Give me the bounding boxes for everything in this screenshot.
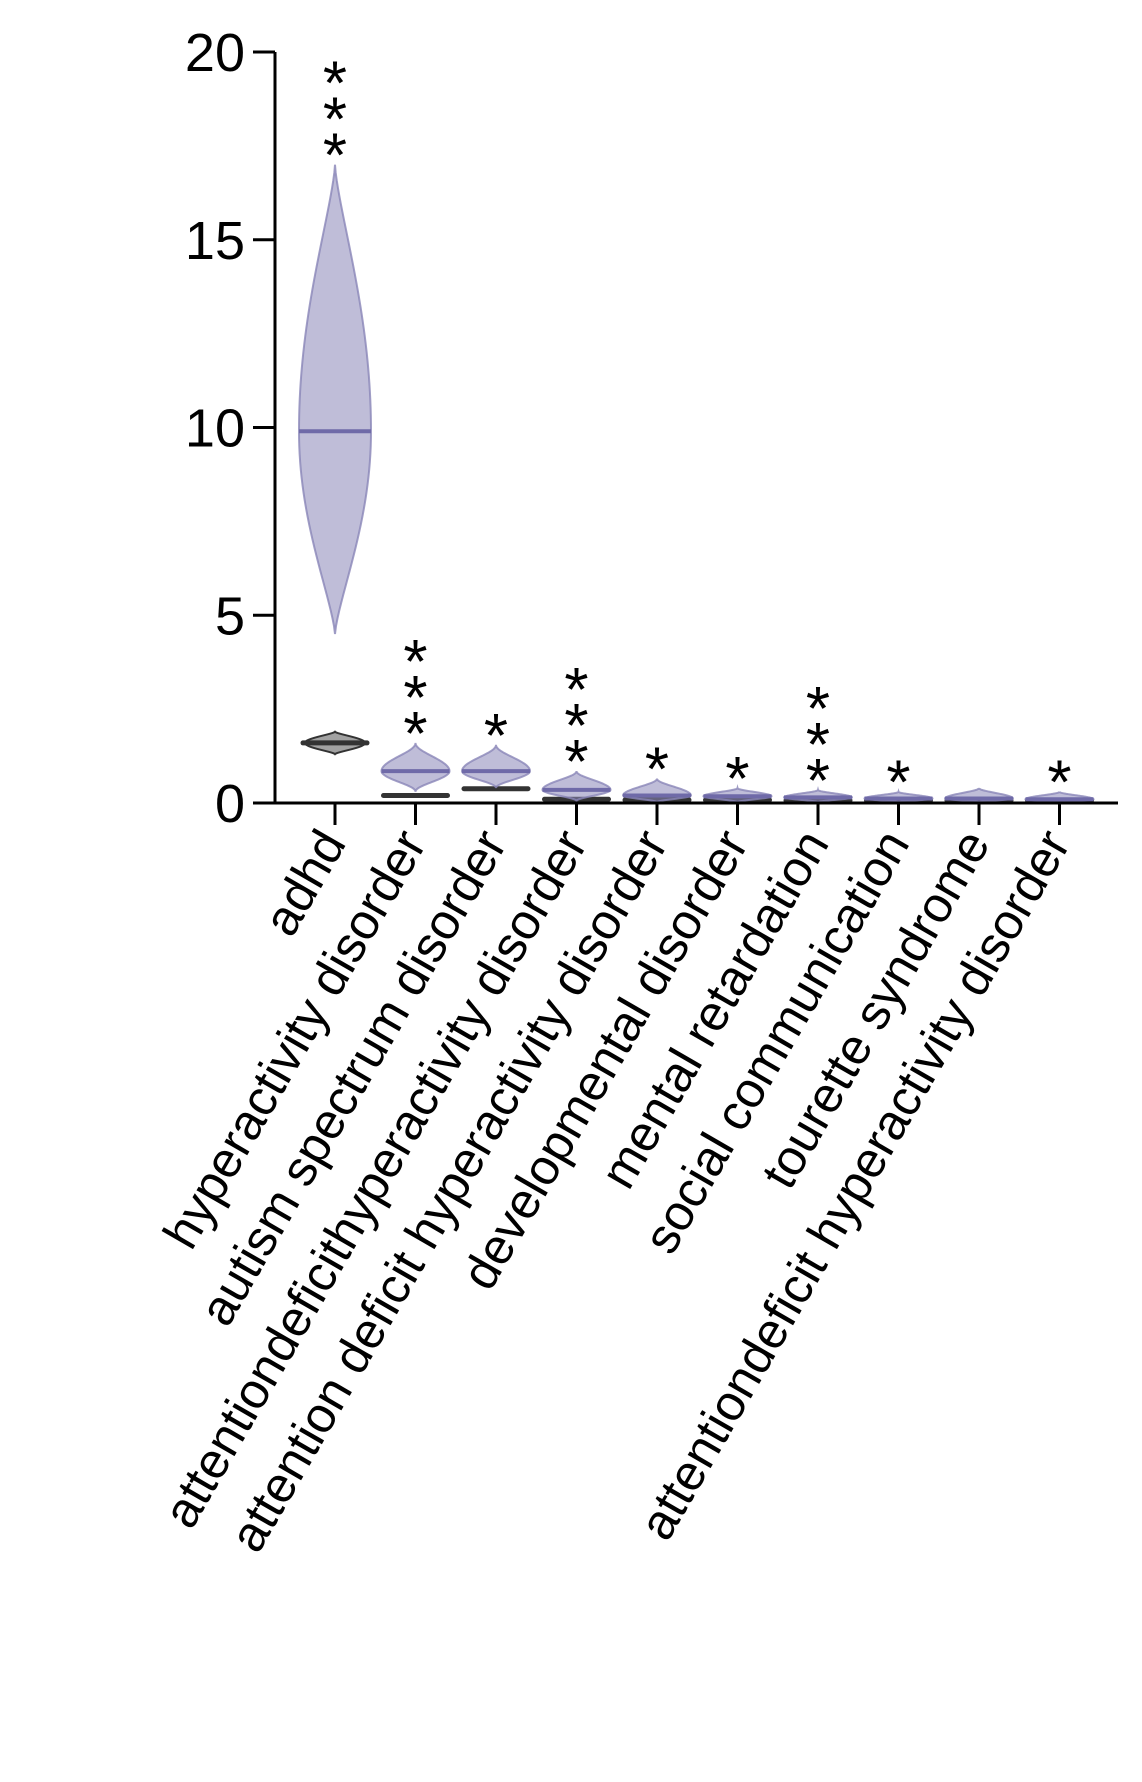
significance-star: * [564,692,588,761]
significance-star: * [323,50,347,119]
significance-star: * [806,747,830,816]
y-tick-label: 20 [185,23,245,83]
significance-star: * [725,745,749,814]
significance-star: * [403,628,427,697]
label-layer: ***adhd***hyperactivity disorder*autism … [152,23,1081,1561]
violin-1 [380,742,451,792]
significance-star: * [323,86,347,155]
significance-star: * [403,700,427,769]
significance-star: * [886,749,910,818]
axes [253,50,1118,825]
significance-star: * [403,664,427,733]
significance-star: * [484,702,508,771]
y-tick-label: 0 [215,774,245,834]
significance-star: * [564,656,588,725]
significance-star: * [1047,749,1071,818]
violin-layer [297,164,1095,805]
y-tick-label: 5 [215,586,245,646]
significance-star: * [564,728,588,797]
significance-star: * [645,736,669,805]
y-tick-label: 15 [185,211,245,271]
violin-0 [297,164,373,635]
violin-2 [461,744,531,789]
significance-star: * [806,711,830,780]
significance-star: * [323,122,347,191]
significance-star: * [806,675,830,744]
y-tick-label: 10 [185,399,245,459]
